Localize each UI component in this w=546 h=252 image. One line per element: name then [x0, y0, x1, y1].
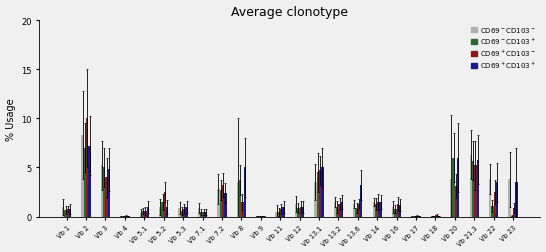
Bar — [438, 216, 440, 217]
Bar — [164, 192, 166, 217]
Bar — [334, 202, 336, 217]
Bar — [181, 211, 183, 217]
Bar — [513, 208, 515, 217]
Legend: CD69$^-$CD103$^-$, CD69$^-$CD103$^+$, CD69$^+$CD103$^-$, CD69$^+$CD103$^+$: CD69$^-$CD103$^-$, CD69$^-$CD103$^+$, CD… — [470, 24, 537, 72]
Bar — [477, 160, 479, 217]
Bar — [433, 216, 435, 217]
Bar — [418, 216, 420, 217]
Bar — [64, 210, 67, 217]
Bar — [147, 207, 149, 217]
Bar — [355, 208, 358, 217]
Bar — [321, 168, 324, 217]
Bar — [455, 186, 457, 217]
Bar — [392, 207, 394, 217]
Bar — [491, 206, 494, 217]
Bar — [470, 155, 472, 217]
Bar — [263, 216, 265, 217]
Bar — [414, 216, 416, 217]
Bar — [379, 202, 382, 217]
Bar — [166, 207, 168, 217]
Bar — [508, 179, 511, 217]
Bar — [88, 146, 91, 217]
Bar — [375, 204, 377, 217]
Bar — [219, 190, 222, 217]
Bar — [205, 212, 207, 217]
Bar — [186, 207, 188, 217]
Bar — [353, 204, 355, 217]
Bar — [411, 216, 414, 217]
Title: Average clonotype: Average clonotype — [232, 6, 348, 18]
Bar — [67, 209, 69, 217]
Bar — [302, 207, 304, 217]
Bar — [127, 216, 129, 217]
Bar — [453, 158, 455, 217]
Bar — [69, 209, 72, 217]
Bar — [280, 209, 282, 217]
Bar — [198, 208, 200, 217]
Y-axis label: % Usage: % Usage — [5, 98, 15, 140]
Bar — [179, 208, 181, 217]
Bar — [295, 204, 297, 217]
Bar — [86, 119, 88, 217]
Bar — [203, 212, 205, 217]
Bar — [300, 207, 302, 217]
Bar — [239, 180, 241, 217]
Bar — [394, 209, 396, 217]
Bar — [435, 215, 438, 217]
Bar — [360, 185, 363, 217]
Bar — [341, 202, 343, 217]
Bar — [224, 193, 227, 217]
Bar — [317, 173, 319, 217]
Bar — [396, 204, 399, 217]
Bar — [62, 207, 64, 217]
Bar — [416, 216, 418, 217]
Bar — [474, 166, 477, 217]
Bar — [241, 202, 244, 217]
Bar — [336, 207, 339, 217]
Bar — [222, 185, 224, 217]
Bar — [276, 212, 278, 217]
Bar — [183, 209, 186, 217]
Bar — [515, 182, 518, 217]
Bar — [84, 148, 86, 217]
Bar — [122, 216, 125, 217]
Bar — [339, 204, 341, 217]
Bar — [125, 216, 127, 217]
Bar — [200, 212, 203, 217]
Bar — [457, 158, 459, 217]
Bar — [399, 205, 401, 217]
Bar — [496, 182, 498, 217]
Bar — [244, 168, 246, 217]
Bar — [256, 216, 258, 217]
Bar — [494, 192, 496, 217]
Bar — [278, 212, 280, 217]
Bar — [319, 171, 321, 217]
Bar — [81, 136, 84, 217]
Bar — [297, 208, 300, 217]
Bar — [282, 207, 285, 217]
Bar — [431, 216, 433, 217]
Bar — [140, 213, 142, 217]
Bar — [105, 178, 108, 217]
Bar — [108, 170, 110, 217]
Bar — [450, 179, 453, 217]
Bar — [142, 211, 144, 217]
Bar — [144, 211, 147, 217]
Bar — [314, 182, 317, 217]
Bar — [103, 168, 105, 217]
Bar — [159, 207, 162, 217]
Bar — [101, 166, 103, 217]
Bar — [358, 204, 360, 217]
Bar — [217, 189, 219, 217]
Bar — [372, 202, 375, 217]
Bar — [162, 202, 164, 217]
Bar — [489, 179, 491, 217]
Bar — [261, 216, 263, 217]
Bar — [120, 216, 122, 217]
Bar — [472, 161, 474, 217]
Bar — [377, 202, 379, 217]
Bar — [511, 216, 513, 217]
Bar — [236, 182, 239, 217]
Bar — [258, 216, 261, 217]
